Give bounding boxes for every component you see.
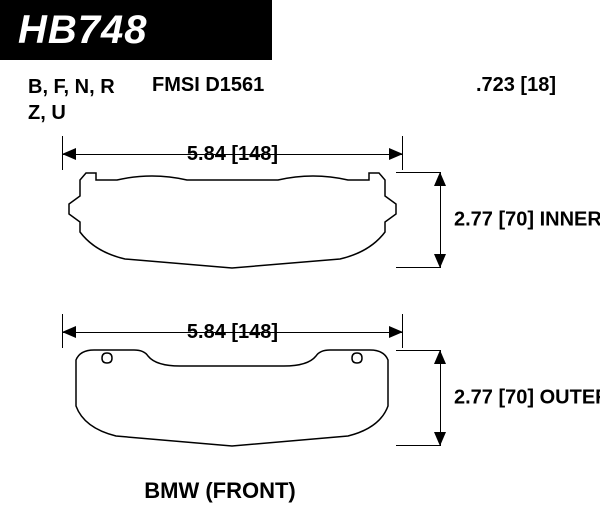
inner-pad-group: 5.84 [148] (62, 140, 403, 272)
arrow-right-icon (389, 148, 403, 160)
arrow-up-icon (434, 172, 446, 186)
inner-height-dimension: 2.77 [70] INNER (440, 172, 441, 268)
arrow-left-icon (62, 148, 76, 160)
arrow-left-icon (62, 326, 76, 338)
dimension-line (62, 154, 403, 155)
inner-height-label: 2.77 [70] INNER (454, 209, 600, 232)
header-bar: HB748 (0, 0, 272, 60)
outer-pad-shape (62, 346, 403, 450)
outer-height-label: 2.77 [70] OUTER (454, 387, 600, 410)
arrow-right-icon (389, 326, 403, 338)
part-number: HB748 (18, 8, 148, 53)
inner-width-dimension: 5.84 [148] (62, 140, 403, 168)
compound-codes-line1: B, F, N, R (28, 74, 115, 100)
outer-height-dimension: 2.77 [70] OUTER (440, 350, 441, 446)
arrow-down-icon (434, 432, 446, 446)
outer-width-dimension: 5.84 [148] (62, 318, 403, 346)
fmsi-code: FMSI D1561 (152, 74, 264, 97)
dimension-line (62, 332, 403, 333)
arrow-down-icon (434, 254, 446, 268)
outer-pad-group: 5.84 [148] (62, 318, 403, 450)
diagram-area: 5.84 [148] 2.77 [70] INNER 5.84 [148] 2.… (0, 100, 600, 518)
footer-label: BMW (FRONT) (0, 478, 440, 504)
thickness-value: .723 [18] (476, 74, 556, 97)
arrow-up-icon (434, 350, 446, 364)
inner-pad-shape (62, 168, 403, 272)
